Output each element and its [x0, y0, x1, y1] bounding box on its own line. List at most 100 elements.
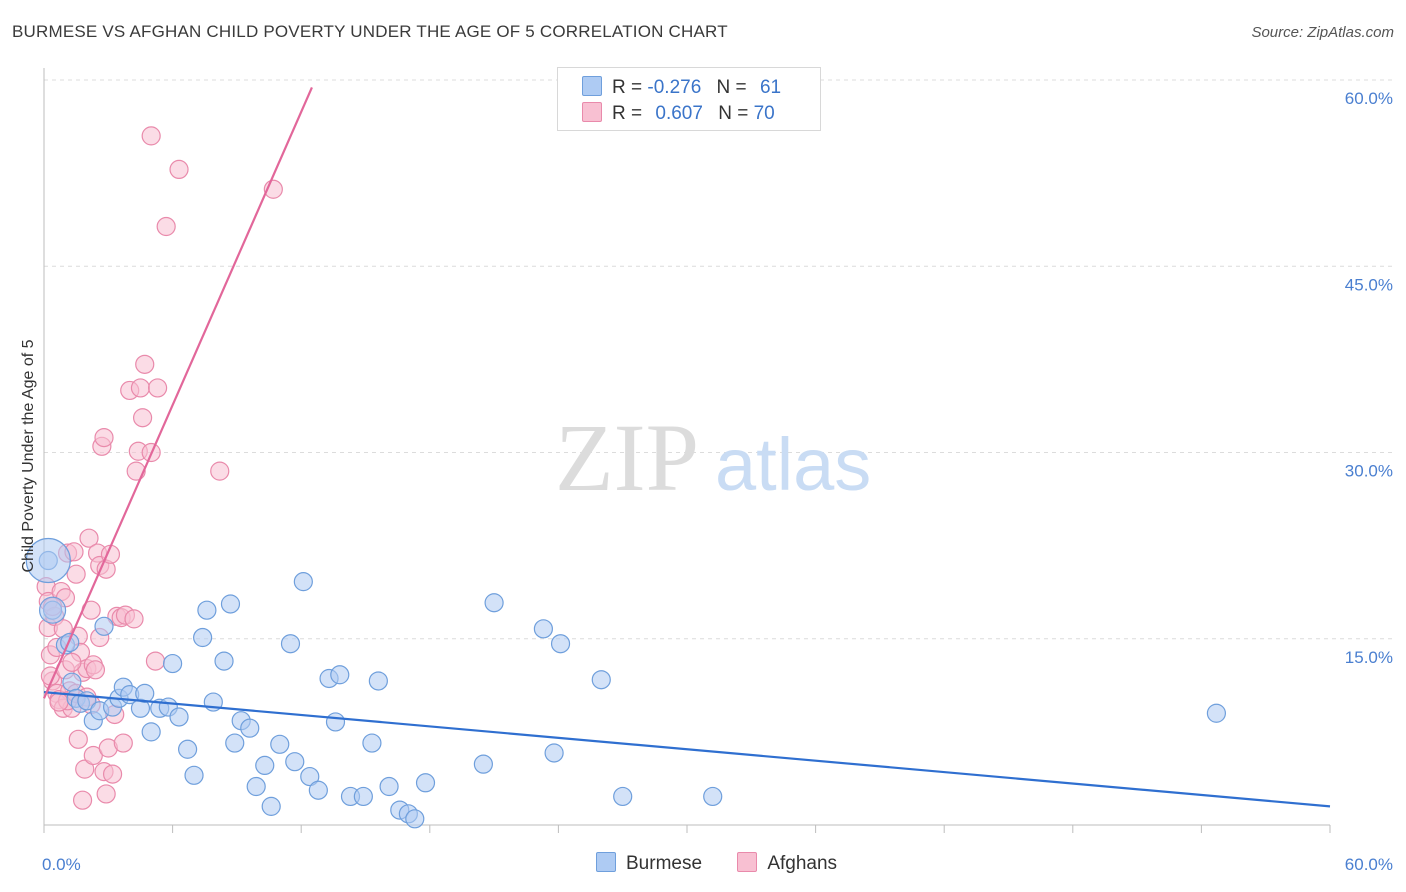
- y-tick-label: 15.0%: [1345, 648, 1393, 667]
- y-tick-label: 30.0%: [1345, 462, 1393, 481]
- burmese-points: [25, 537, 1227, 829]
- burmese-point: [220, 594, 241, 614]
- y-tick-label: 60.0%: [1345, 89, 1393, 108]
- afghans-point: [62, 652, 82, 672]
- afghans-point: [169, 159, 189, 179]
- burmese-point: [379, 776, 399, 797]
- afghans-point: [135, 354, 155, 374]
- legend-n-value: 61: [759, 77, 782, 98]
- axes: [43, 68, 1331, 833]
- burmese-swatch: [596, 852, 616, 872]
- burmese-point: [533, 619, 553, 639]
- burmese-point: [550, 634, 571, 654]
- legend-n-label: N =: [716, 77, 747, 98]
- afghans-point: [72, 790, 93, 810]
- burmese-point: [197, 600, 217, 620]
- afghans-point: [147, 378, 168, 398]
- trend-lines: [42, 87, 1331, 808]
- burmese-point: [240, 718, 260, 738]
- afghans-point: [96, 784, 116, 804]
- burmese-point: [293, 572, 313, 592]
- afghans-point: [124, 609, 144, 629]
- burmese-point: [473, 754, 493, 774]
- burmese-swatch: [582, 76, 602, 96]
- burmese-point: [193, 627, 213, 648]
- legend-row-afghans: R = 0.607 N = 70: [582, 102, 775, 128]
- legend-r-label: R =: [612, 103, 643, 124]
- legend-afghans-label: Afghans: [767, 853, 838, 874]
- legend-item-burmese: Burmese: [596, 852, 702, 875]
- y-tick-labels: 15.0% 30.0% 45.0% 60.0%: [1345, 89, 1393, 667]
- afghans-point: [145, 651, 166, 671]
- watermark-atlas: atlas: [715, 423, 871, 506]
- legend-box: R = -0.276 N = 61 R = 0.607 N = 70: [557, 67, 821, 131]
- afghans-swatch: [582, 102, 602, 122]
- afghans-point: [79, 528, 99, 548]
- y-axis-label: Child Poverty Under the Age of 5: [20, 339, 37, 572]
- afghans-point: [102, 764, 123, 784]
- afghans-swatch: [737, 852, 758, 872]
- watermark-zip: ZIP: [555, 404, 699, 511]
- x-tick-labels: 0.0% 60.0%: [42, 855, 1393, 874]
- legend-row-burmese: R = -0.276 N = 61: [582, 76, 781, 102]
- burmese-point: [62, 672, 82, 692]
- afghans-point: [130, 378, 151, 398]
- afghans-point: [85, 660, 106, 680]
- afghans-point: [132, 408, 153, 428]
- afghans-point: [156, 216, 176, 237]
- burmese-point: [60, 632, 80, 653]
- afghans-point: [94, 428, 114, 448]
- y-tick-label: 45.0%: [1345, 275, 1393, 294]
- burmese-point-large: [38, 596, 67, 624]
- legend-burmese-label: Burmese: [626, 853, 703, 874]
- burmese-point: [300, 766, 320, 787]
- series-legend: Burmese Afghans: [596, 852, 867, 875]
- afghans-trend-line: [42, 87, 313, 699]
- afghans-point: [68, 729, 88, 749]
- burmese-point: [405, 809, 425, 829]
- burmese-point: [246, 776, 266, 797]
- afghans-point: [210, 461, 230, 481]
- burmese-point: [415, 773, 436, 793]
- burmese-point: [703, 786, 723, 807]
- x-tick-label: 0.0%: [42, 855, 81, 874]
- grid-lines: [44, 79, 1392, 640]
- burmese-point: [591, 670, 611, 690]
- burmese-point: [330, 665, 350, 685]
- burmese-point: [94, 616, 114, 636]
- afghans-point: [75, 759, 95, 779]
- legend-n-label: N =: [718, 103, 749, 124]
- burmese-point: [325, 712, 346, 732]
- burmese-point: [261, 796, 281, 816]
- burmese-point: [484, 593, 504, 613]
- burmese-point: [368, 671, 388, 691]
- afghans-point: [113, 733, 133, 753]
- legend-r-label: R =: [612, 77, 643, 98]
- burmese-point: [1206, 703, 1227, 723]
- chart-title: BURMESE VS AFGHAN CHILD POVERTY UNDER TH…: [12, 22, 728, 41]
- burmese-point: [613, 786, 633, 807]
- burmese-point: [270, 734, 290, 754]
- legend-n-value: 70: [753, 103, 775, 124]
- legend-r-value: -0.276: [647, 77, 702, 98]
- burmese-point: [184, 765, 204, 785]
- burmese-point: [169, 707, 189, 727]
- burmese-point: [544, 743, 564, 763]
- burmese-point: [285, 752, 305, 772]
- legend-item-afghans: Afghans: [737, 852, 837, 875]
- burmese-point: [308, 780, 328, 800]
- afghans-point: [141, 126, 161, 146]
- legend-r-value: 0.607: [655, 103, 703, 124]
- burmese-point: [255, 755, 275, 776]
- burmese-point: [214, 651, 234, 671]
- burmese-trend-line: [43, 691, 1331, 808]
- afghans-point: [66, 564, 86, 584]
- burmese-point: [135, 683, 155, 703]
- burmese-point: [280, 634, 301, 654]
- burmese-point: [178, 739, 198, 759]
- afghans-point: [49, 692, 69, 712]
- burmese-point: [353, 786, 373, 807]
- x-tick-label: 60.0%: [1345, 855, 1393, 874]
- burmese-point: [163, 653, 183, 674]
- burmese-point: [362, 733, 382, 753]
